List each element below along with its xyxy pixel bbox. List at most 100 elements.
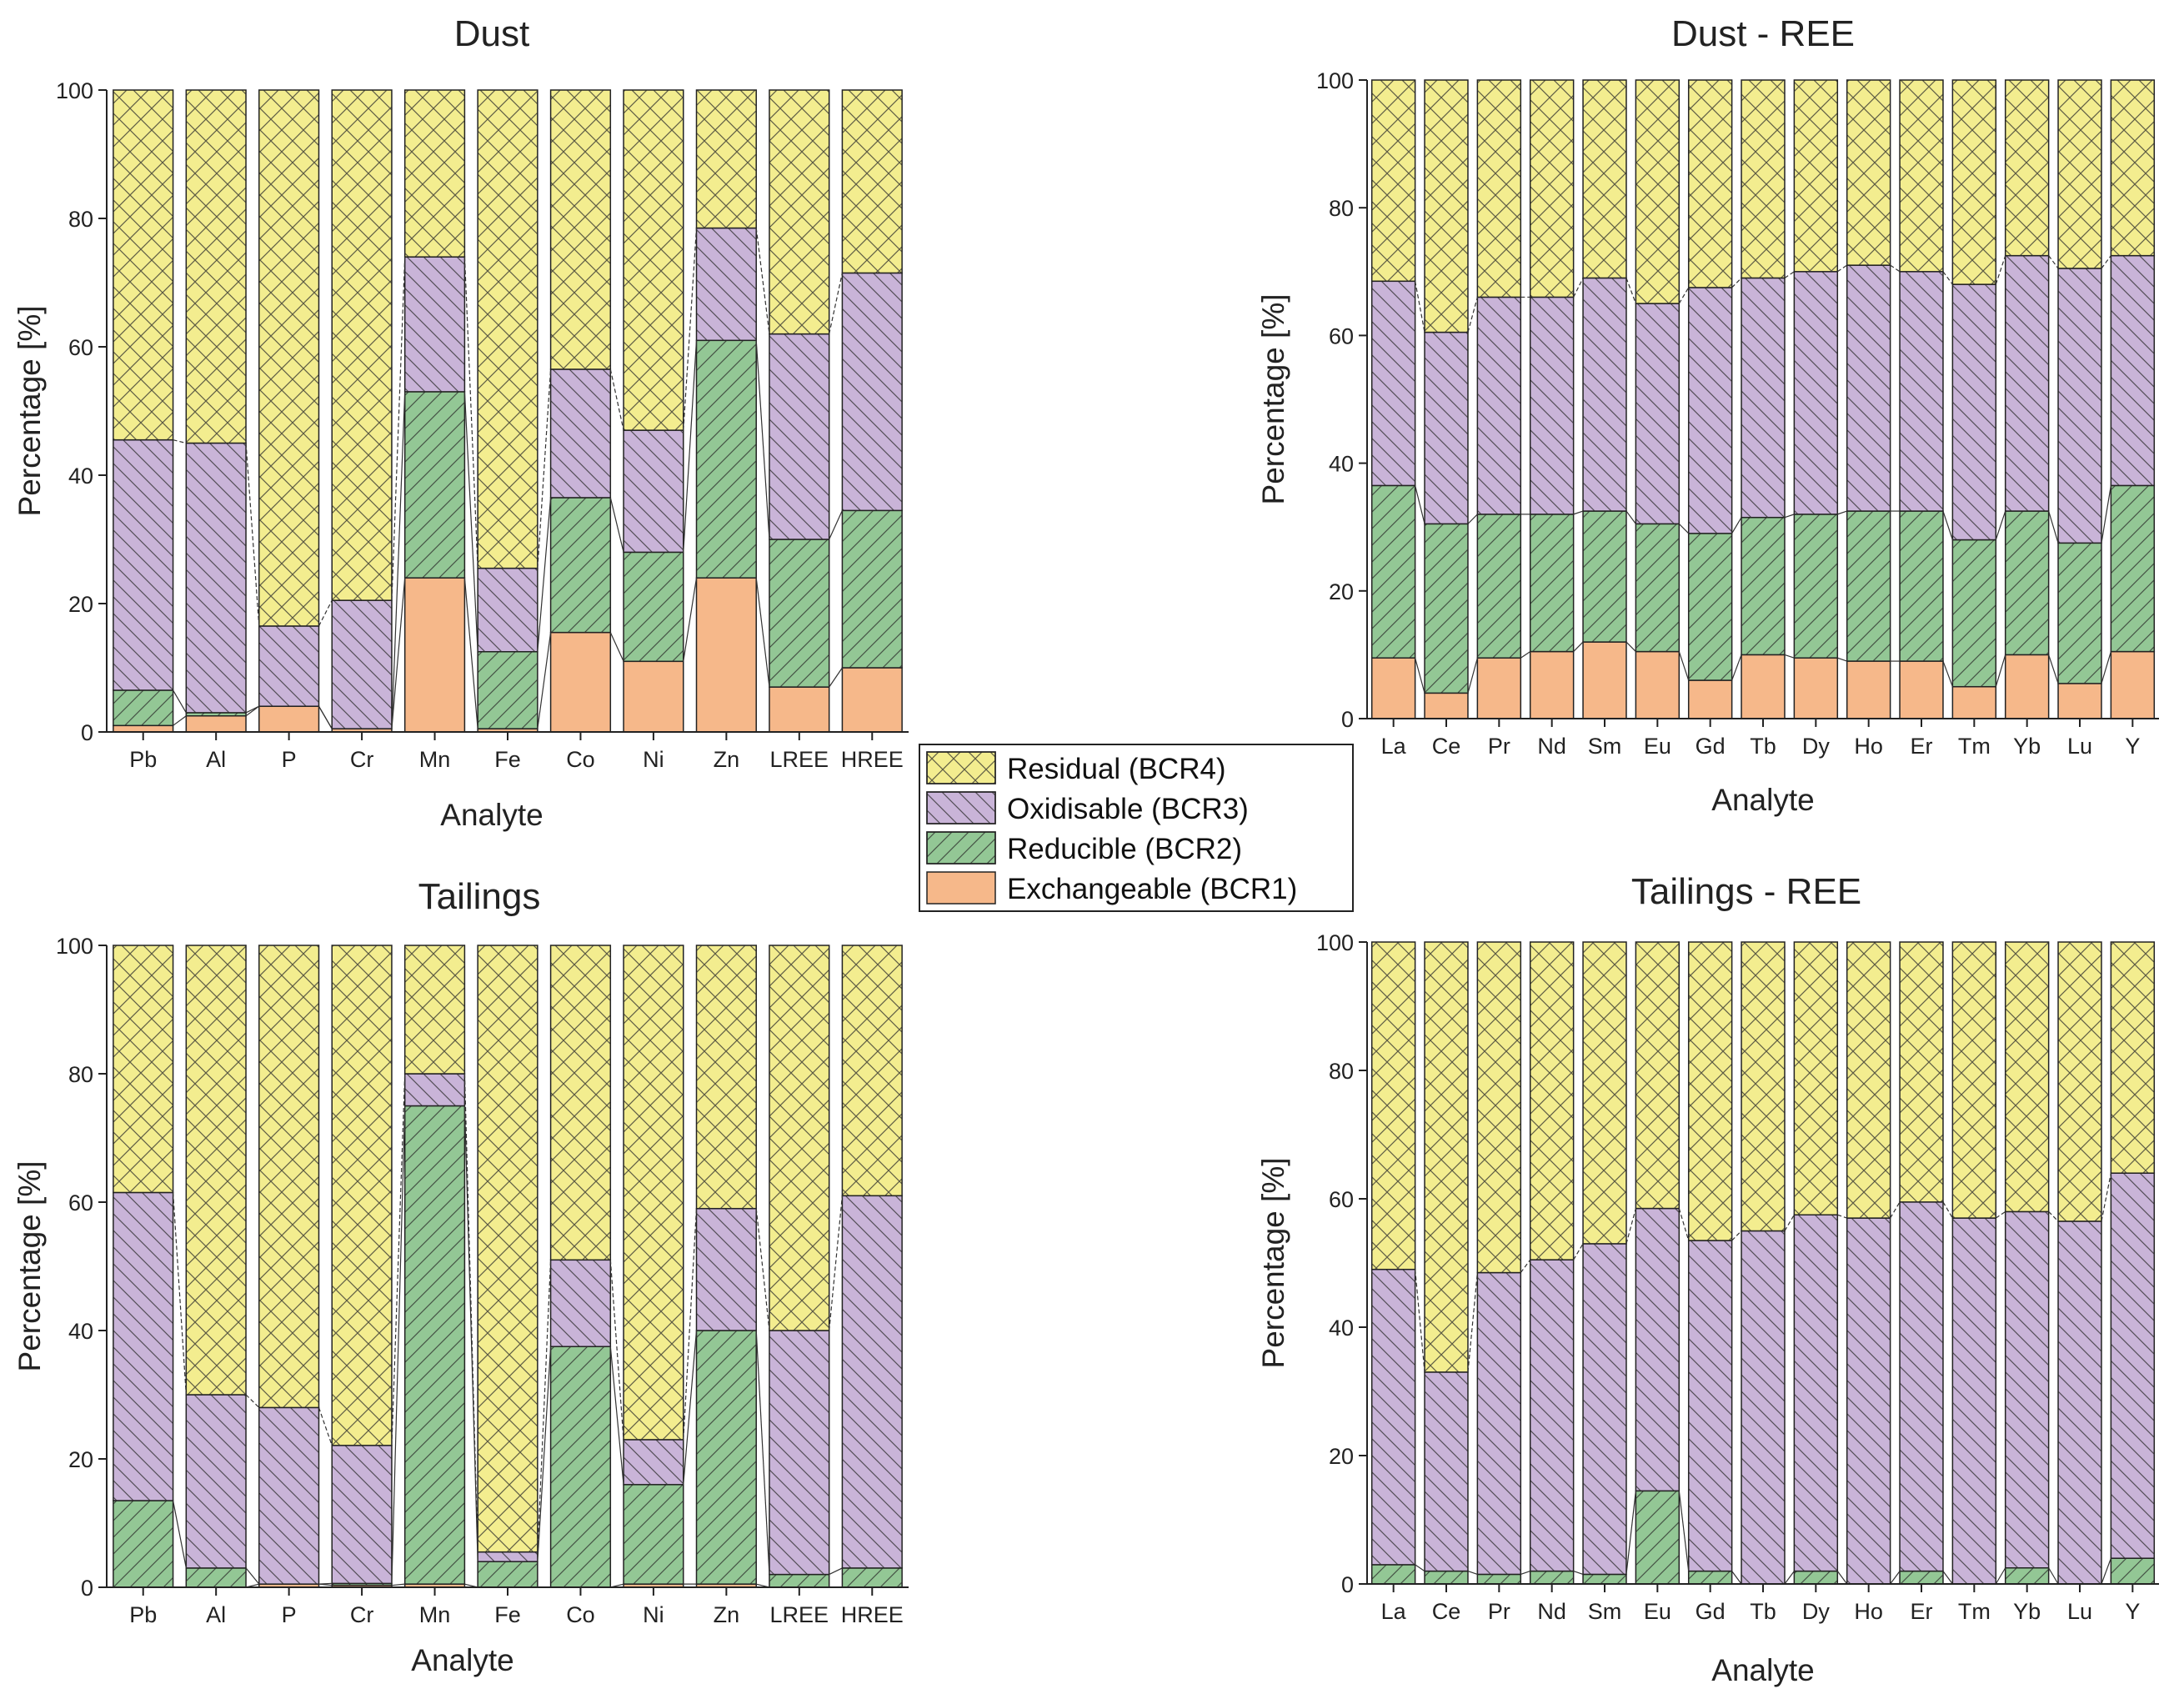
connector-line	[1625, 510, 1636, 524]
connector-line	[1625, 641, 1636, 652]
connector-line	[829, 1195, 844, 1331]
y-tick-label: 60	[68, 1190, 93, 1215]
x-tick-label-nd: Nd	[1537, 734, 1566, 759]
connector-line	[1890, 1201, 1901, 1219]
x-tick-label-p: P	[282, 1602, 297, 1627]
connector-line	[1520, 1259, 1531, 1273]
x-tick-label-lu: Lu	[2067, 734, 2092, 759]
connector-line	[2101, 1557, 2111, 1585]
connector-line	[1995, 1210, 2006, 1219]
x-tick-label-pb: Pb	[129, 747, 157, 772]
connector-line	[829, 667, 843, 688]
x-tick-label-pr: Pr	[1488, 734, 1510, 759]
connector-line	[755, 1208, 770, 1331]
connector-line	[245, 1567, 260, 1585]
connector-line	[318, 599, 333, 627]
connector-line	[2048, 1567, 2059, 1585]
chart-title: Tailings - REE	[1631, 871, 1861, 912]
connector-line	[1415, 1564, 1425, 1572]
x-tick-label-yb: Yb	[2013, 734, 2041, 759]
connector-line	[609, 368, 624, 431]
y-tick-label: 40	[68, 464, 93, 489]
connector-line	[1678, 523, 1690, 534]
connector-line	[609, 1346, 624, 1485]
connector-line	[1784, 654, 1795, 659]
x-tick-label-dy: Dy	[1802, 734, 1830, 759]
connector-line	[1415, 658, 1425, 694]
x-tick-label-ho: Ho	[1854, 1599, 1883, 1624]
connector-line	[1625, 1491, 1636, 1575]
connector-line	[1784, 514, 1795, 519]
connector-line	[1467, 658, 1478, 694]
y-tick-label: 60	[1329, 1187, 1354, 1212]
x-tick-label-gd: Gd	[1696, 734, 1726, 759]
bar-segment-exchangeable-la	[1370, 657, 1416, 719]
chart-tailings-ree: Tailings - REE Analyte Percentage [%] 0 2…	[1256, 871, 2159, 1687]
connector-line	[683, 340, 698, 553]
connector-line	[1415, 281, 1425, 333]
x-tick-label-er: Er	[1911, 734, 1933, 759]
bar-segment-exchangeable-p	[258, 705, 320, 733]
chart-dust: Dust Analyte Percentage [%] 0 20 40 60 80 100…	[13, 13, 909, 832]
x-tick-label-co: Co	[566, 747, 595, 772]
bar-segment-exchangeable-ni	[623, 660, 684, 733]
bar-segment-exchangeable-ce	[1424, 692, 1469, 719]
y-tick-label: 80	[68, 1062, 93, 1087]
connector-line	[463, 391, 478, 652]
connector-line	[245, 1394, 260, 1408]
connector-line	[2048, 1210, 2059, 1222]
x-tick-label-yb: Yb	[2013, 1599, 2041, 1624]
connector-line	[1731, 1571, 1742, 1585]
connector-line	[1573, 278, 1584, 298]
x-tick-label-y: Y	[2125, 1599, 2140, 1624]
connector-line	[1573, 1571, 1584, 1576]
x-tick-label-tb: Tb	[1750, 1599, 1776, 1624]
legend-label: Residual (BCR4)	[1007, 753, 1226, 785]
x-tick-label-lu: Lu	[2067, 1599, 2092, 1624]
x-tick-label-al: Al	[206, 1602, 226, 1627]
connector-line	[1573, 510, 1584, 515]
connector-line	[1995, 1567, 2006, 1585]
bars	[113, 945, 903, 1588]
connector-line	[1678, 1491, 1690, 1571]
chart-dust-ree: Dust - REE Analyte Percentage [%] 0 20 40 6…	[1256, 13, 2159, 817]
legend-item-reducible: Reducible (BCR2)	[926, 831, 1242, 865]
connector-line	[537, 1346, 552, 1562]
connector-line	[1731, 517, 1742, 534]
connector-line	[755, 340, 770, 540]
connector-line	[1520, 1571, 1530, 1576]
x-tick-label-zn: Zn	[714, 1602, 740, 1627]
connector-line	[755, 578, 770, 688]
connector-line	[609, 497, 624, 553]
connector-line	[1573, 641, 1584, 652]
connector-line	[1890, 1571, 1901, 1585]
connector-line	[391, 257, 406, 601]
x-tick-label-ni: Ni	[643, 747, 664, 772]
x-tick-label-lree: LREE	[770, 1602, 829, 1627]
x-tick-label-la: La	[1381, 1599, 1407, 1624]
connector-line	[2101, 1173, 2111, 1222]
y-tick-label: 80	[1329, 196, 1354, 221]
connector-line	[829, 510, 843, 540]
x-tick-label-dy: Dy	[1802, 1599, 1830, 1624]
axes: 0 20 40 60 80 100 Pb Al P Cr Mn Fe Co Ni Zn LREE HREE	[56, 934, 909, 1627]
legend-label: Reducible (BCR2)	[1007, 833, 1242, 865]
bar-segment-exchangeable-mn	[403, 577, 466, 733]
chart-title: Dust	[454, 13, 529, 54]
legend: Residual (BCR4) Oxidisable (BCR3) Reduci…	[919, 744, 1354, 912]
x-tick-label-fe: Fe	[494, 747, 521, 772]
bar-segment-exchangeable-er	[1899, 660, 1944, 719]
connector-line	[1942, 1201, 1953, 1219]
x-axis-label: Analyte	[1711, 783, 1814, 817]
x-tick-label-y: Y	[2125, 734, 2140, 759]
connector-line	[1678, 651, 1690, 681]
connector-line	[391, 1105, 406, 1584]
chart-tailings: Tailings Analyte Percentage [%] 0 20 40 60 8…	[13, 876, 909, 1677]
connector-line	[1837, 657, 1847, 662]
connector-line	[245, 705, 260, 714]
x-tick-label-ce: Ce	[1432, 1599, 1461, 1624]
connector-line	[391, 1073, 406, 1446]
connector-line	[2048, 654, 2059, 684]
y-axis-label: Percentage [%]	[1256, 1158, 1290, 1369]
connector-line	[1467, 1272, 1478, 1372]
